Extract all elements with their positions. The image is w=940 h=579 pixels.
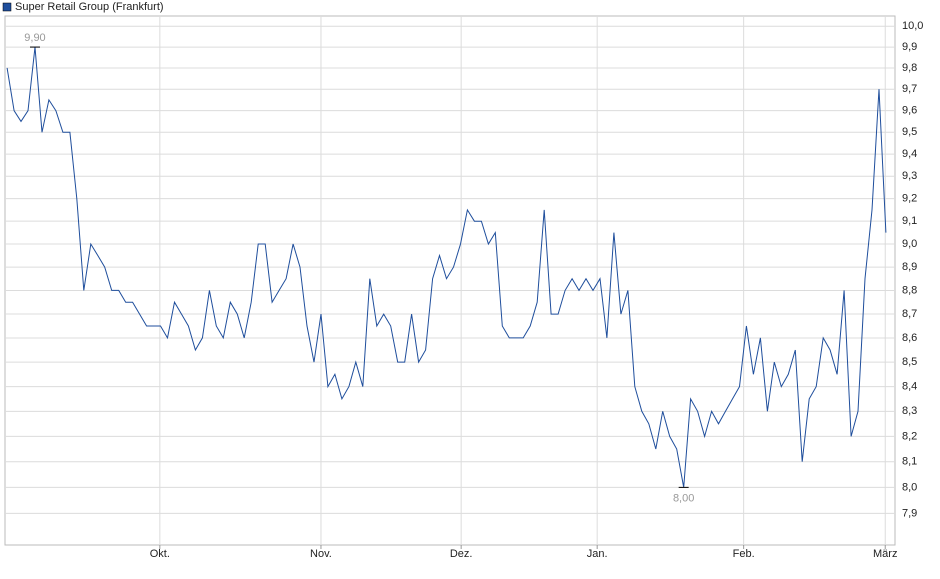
y-tick-label: 8,1 [902, 456, 917, 468]
y-tick-label: 9,1 [902, 215, 917, 227]
series-line [6, 47, 887, 488]
y-tick-label: 8,6 [902, 332, 917, 344]
y-tick-label: 7,9 [902, 507, 917, 519]
y-tick-label: 10,0 [902, 20, 923, 32]
y-tick-label: 9,4 [902, 148, 917, 160]
x-tick-label: Feb. [733, 548, 755, 560]
plot-frame [4, 15, 896, 546]
y-tick-label: 8,7 [902, 308, 917, 320]
y-tick-label: 9,5 [902, 126, 917, 138]
y-tick-label: 9,6 [902, 105, 917, 117]
x-tick-label: März [873, 548, 897, 560]
y-tick-label: 8,9 [902, 261, 917, 273]
y-tick-label: 9,7 [902, 83, 917, 95]
annotation-label: 9,90 [24, 32, 45, 44]
x-tick-label: Nov. [310, 548, 332, 560]
x-tick-label: Dez. [450, 548, 473, 560]
y-tick-label: 9,3 [902, 170, 917, 182]
legend-swatch [2, 2, 12, 12]
y-tick-label: 8,2 [902, 430, 917, 442]
annotation-label: 8,00 [673, 492, 694, 504]
y-tick-label: 8,4 [902, 380, 917, 392]
x-tick-label: Okt. [150, 548, 170, 560]
y-tick-label: 9,0 [902, 238, 917, 250]
legend-label: Super Retail Group (Frankfurt) [15, 1, 164, 13]
y-tick-label: 9,2 [902, 193, 917, 205]
y-tick-label: 8,5 [902, 356, 917, 368]
y-tick-label: 8,8 [902, 284, 917, 296]
y-tick-label: 9,8 [902, 62, 917, 74]
x-tick-label: Jan. [587, 548, 608, 560]
y-tick-label: 9,9 [902, 41, 917, 53]
y-tick-label: 8,3 [902, 405, 917, 417]
y-tick-label: 8,0 [902, 481, 917, 493]
